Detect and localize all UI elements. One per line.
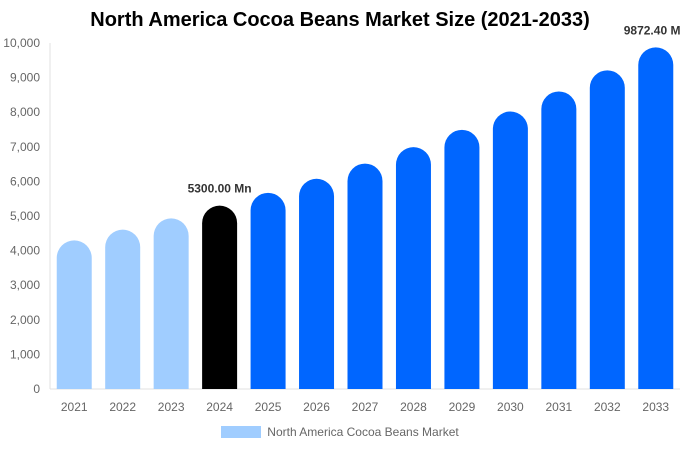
- bar-2026: [299, 178, 335, 389]
- chart-title: North America Cocoa Beans Market Size (2…: [90, 9, 590, 31]
- y-tick-label: 0: [33, 382, 40, 396]
- bar-2028: [395, 147, 431, 389]
- x-tick-label: 2027: [352, 400, 379, 414]
- y-tick-label: 7,000: [10, 140, 40, 154]
- legend: North America Cocoa Beans Market: [0, 425, 680, 439]
- x-tick-label: 2026: [303, 400, 330, 414]
- bar-2029: [444, 129, 480, 389]
- bar-2030: [492, 111, 528, 389]
- data-label: 9872.40 Mn: [624, 23, 680, 37]
- y-tick-label: 8,000: [10, 105, 40, 119]
- legend-label: North America Cocoa Beans Market: [267, 425, 459, 439]
- x-tick-label: 2028: [400, 400, 427, 414]
- bar-2033: [638, 47, 674, 389]
- y-tick-label: 10,000: [3, 36, 40, 50]
- bar-2024: [202, 205, 238, 389]
- y-tick-label: 3,000: [10, 278, 40, 292]
- bar-2021: [56, 240, 92, 389]
- y-tick-label: 2,000: [10, 313, 40, 327]
- y-tick-label: 5,000: [10, 209, 40, 223]
- x-tick-label: 2031: [545, 400, 572, 414]
- x-tick-label: 2030: [497, 400, 524, 414]
- bar-2023: [153, 218, 189, 389]
- y-tick-label: 6,000: [10, 174, 40, 188]
- y-tick-label: 9,000: [10, 71, 40, 85]
- y-tick-label: 4,000: [10, 244, 40, 258]
- bar-2027: [347, 163, 383, 389]
- y-tick-label: 1,000: [10, 347, 40, 361]
- x-tick-label: 2024: [206, 400, 233, 414]
- x-tick-label: 2022: [109, 400, 136, 414]
- bar-2022: [105, 229, 141, 389]
- x-tick-label: 2032: [594, 400, 621, 414]
- x-tick-label: 2021: [61, 400, 88, 414]
- x-tick-label: 2029: [449, 400, 476, 414]
- bar-2032: [589, 70, 625, 390]
- x-tick-label: 2025: [255, 400, 282, 414]
- bar-2025: [250, 192, 286, 389]
- bar-2031: [541, 91, 577, 389]
- x-tick-label: 2033: [642, 400, 669, 414]
- data-label: 5300.00 Mn: [188, 182, 252, 196]
- legend-swatch: [221, 426, 262, 438]
- x-tick-label: 2023: [158, 400, 185, 414]
